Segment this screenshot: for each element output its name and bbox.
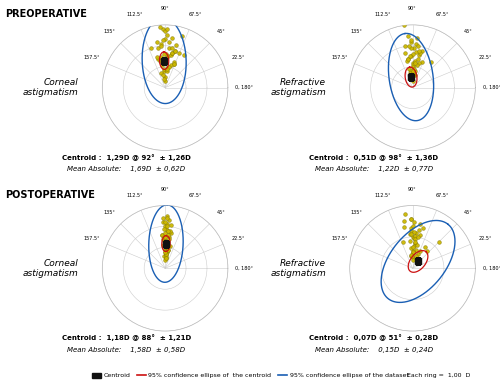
Text: Centroid :  1,18D @ 88°  ± 1,21D: Centroid : 1,18D @ 88° ± 1,21D xyxy=(62,335,191,341)
Text: Refractive
astigmatism: Refractive astigmatism xyxy=(270,78,326,98)
Text: Corneal
astigmatism: Corneal astigmatism xyxy=(23,78,78,98)
Text: POSTOPERATIVE: POSTOPERATIVE xyxy=(5,190,95,200)
Text: Mean Absolute:    0,15D  ± 0,24D: Mean Absolute: 0,15D ± 0,24D xyxy=(314,346,433,353)
Legend: Centroid, 95% confidence ellipse of  the centroid, 95% confidence ellipse of the: Centroid, 95% confidence ellipse of the … xyxy=(89,370,411,381)
Text: Mean Absolute:    1,69D  ± 0,62D: Mean Absolute: 1,69D ± 0,62D xyxy=(67,166,186,172)
Text: PREOPERATIVE: PREOPERATIVE xyxy=(5,9,87,20)
Text: Each ring =  1,00  D: Each ring = 1,00 D xyxy=(407,373,470,378)
Text: Centroid :  0,51D @ 98°  ± 1,36D: Centroid : 0,51D @ 98° ± 1,36D xyxy=(309,154,438,161)
Text: Corneal
astigmatism: Corneal astigmatism xyxy=(23,259,78,278)
Text: Refractive
astigmatism: Refractive astigmatism xyxy=(270,259,326,278)
Text: Mean Absolute:    1,22D  ± 0,77D: Mean Absolute: 1,22D ± 0,77D xyxy=(314,166,433,172)
Text: Centroid :  0,07D @ 51°  ± 0,28D: Centroid : 0,07D @ 51° ± 0,28D xyxy=(309,335,438,341)
Text: Centroid :  1,29D @ 92°  ± 1,26D: Centroid : 1,29D @ 92° ± 1,26D xyxy=(62,154,190,161)
Text: Mean Absolute:    1,58D  ± 0,58D: Mean Absolute: 1,58D ± 0,58D xyxy=(67,346,186,353)
